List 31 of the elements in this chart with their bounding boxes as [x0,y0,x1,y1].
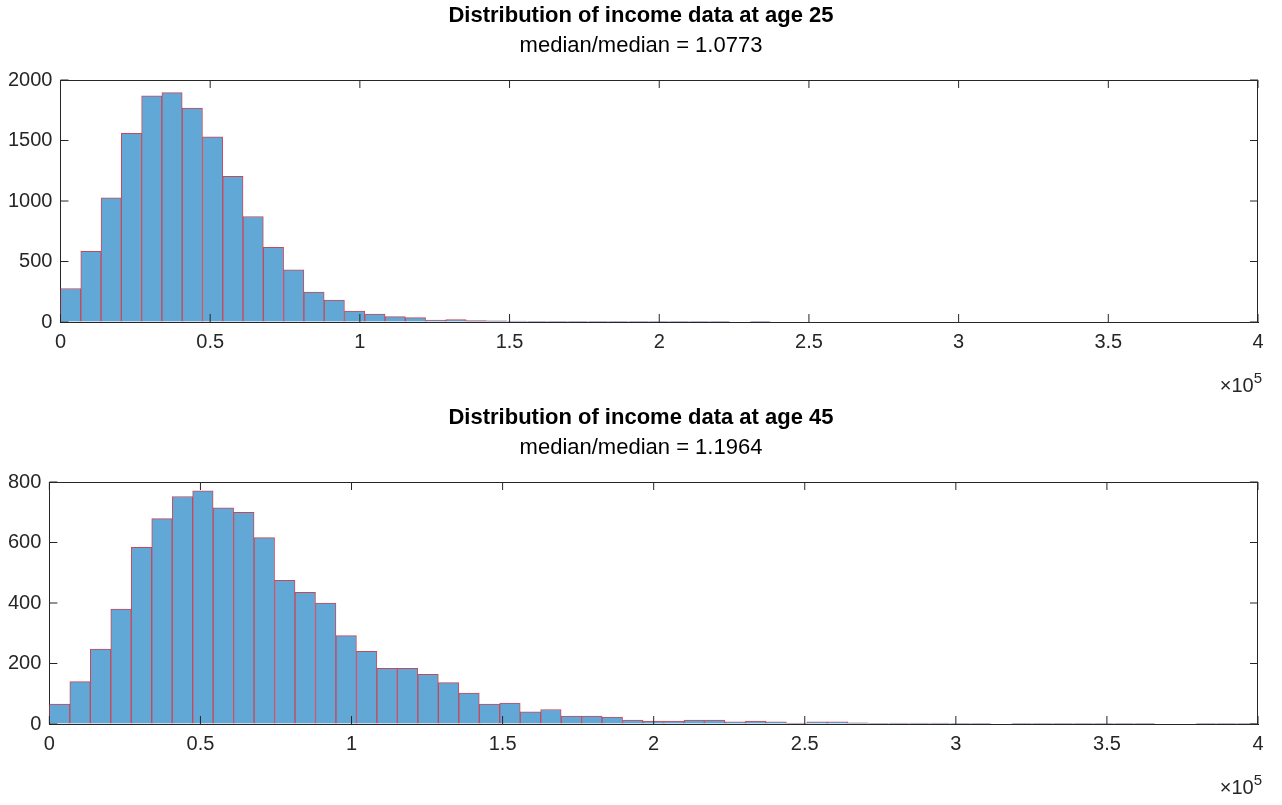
y-tick-label: 2000 [7,67,53,90]
x-tick-label: 2 [653,329,665,352]
x-tick-label: 2 [648,731,660,754]
x-tick-label: 1.5 [495,329,524,352]
y-tick-label: 1000 [7,188,53,211]
y-tick-label: 600 [7,530,42,553]
x-tick-label: 0 [54,329,67,352]
x-tick-label: 4 [1252,731,1264,754]
x-tick-label: 1 [354,329,366,352]
x-tick-label: 2.5 [795,329,823,352]
chart-title: Distribution of income data at age 45 [447,403,835,431]
x-tick-label: 2.5 [790,731,819,754]
x-tick-label: 3.5 [1094,329,1123,352]
x-tick-label: 3.5 [1093,731,1121,754]
x-tick-label: 1 [345,731,358,754]
chart-subtitle: median/median = 1.1964 [518,433,764,461]
y-tick-label: 400 [7,590,42,613]
x-tick-label: 4 [1252,329,1264,352]
chart-subtitle: median/median = 1.0773 [518,31,764,59]
y-tick-label: 1500 [7,128,53,151]
y-tick-label: 0 [41,309,53,332]
x-tick-label: 0.5 [196,329,225,352]
x-tick-label: 3 [953,329,965,352]
x-tick-label: 0.5 [186,731,215,754]
x-tick-label: 1.5 [488,731,517,754]
y-tick-label: 0 [30,711,42,734]
chart-title: Distribution of income data at age 25 [447,1,835,29]
y-tick-label: 200 [7,651,42,674]
x-tick-label: 3 [950,731,962,754]
y-tick-label: 500 [19,249,53,272]
y-tick-label: 800 [7,469,42,492]
